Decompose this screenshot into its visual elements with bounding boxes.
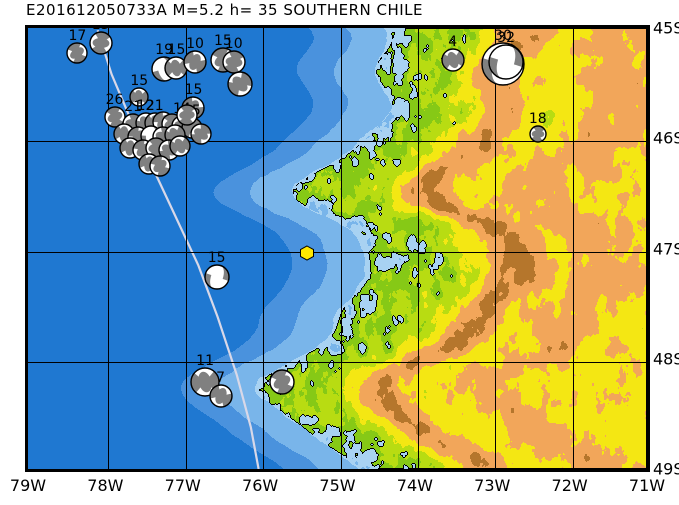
depth-label: 10 [186, 36, 204, 53]
x-tick-label: 73W [474, 476, 511, 495]
focal-mechanism-beachball[interactable] [149, 155, 171, 181]
focal-mechanism-beachball[interactable] [529, 125, 547, 147]
page-title: E201612050733A M=5.2 h= 35 SOUTHERN CHIL… [26, 1, 424, 19]
y-tick-label: 46S [653, 128, 679, 148]
parallel-gridline [28, 251, 647, 253]
parallel-gridline [28, 141, 647, 143]
focal-mechanism-beachball[interactable] [66, 42, 89, 68]
depth-label: 10 [224, 36, 243, 53]
focal-mechanism-beachball[interactable] [176, 104, 198, 130]
meridian-gridline [185, 28, 187, 469]
focal-mechanism-beachball[interactable] [269, 369, 296, 399]
parallel-gridline [28, 361, 647, 363]
depth-label: 32 [497, 30, 515, 47]
depth-label: 15 [207, 250, 226, 267]
y-tick-label: 48S [653, 349, 679, 369]
focal-mechanism-beachball[interactable] [222, 50, 246, 78]
y-tick-label: 49S [653, 459, 679, 479]
focal-mechanism-beachball[interactable] [129, 87, 150, 111]
y-tick-label: 45S [653, 18, 679, 38]
depth-label: 11 [196, 352, 215, 369]
x-tick-label: 71W [628, 476, 666, 495]
meridian-gridline [340, 28, 342, 469]
meridian-gridline [108, 28, 110, 469]
depth-label: 21 [124, 98, 143, 115]
x-tick-label: 74W [396, 476, 433, 495]
focal-mechanism-beachball[interactable] [190, 123, 212, 149]
focal-mechanism-beachball[interactable] [208, 384, 233, 412]
focal-mechanism-beachball[interactable] [164, 55, 189, 84]
focal-mechanism-beachball[interactable] [440, 48, 465, 76]
x-tick-label: 77W [164, 476, 201, 495]
focal-mechanism-beachball[interactable] [227, 71, 253, 101]
x-tick-label: 76W [242, 476, 279, 495]
meridian-gridline [417, 28, 419, 469]
x-tick-label: 78W [87, 476, 124, 495]
depth-label: 26 [105, 92, 124, 109]
meridian-gridline [263, 28, 265, 469]
focal-mechanism-beachball[interactable] [88, 31, 113, 59]
depth-label: 21 [145, 97, 164, 114]
depth-label: 19 [155, 41, 173, 58]
plate-boundary-line [96, 29, 260, 469]
focal-mechanism-beachball[interactable] [203, 264, 230, 294]
depth-label: 17 [68, 28, 87, 45]
depth-label: 18 [528, 110, 547, 127]
focal-mechanism-beachball[interactable] [183, 50, 207, 78]
focal-mechanism-beachball[interactable] [168, 135, 191, 161]
depth-label: 4 [448, 33, 458, 50]
y-tick-label: 47S [653, 239, 679, 258]
focal-mechanism-beachball[interactable] [103, 106, 126, 132]
plate-boundary-overlay [96, 29, 260, 469]
focal-mechanism-beachball[interactable] [488, 44, 524, 84]
meridian-gridline [495, 28, 497, 469]
depth-label: 15 [184, 82, 203, 99]
depth-label: 7 [216, 370, 226, 387]
depth-label: 15 [213, 32, 232, 49]
meridian-gridline [572, 28, 574, 469]
x-tick-label: 79W [9, 476, 47, 495]
depth-label: 15 [91, 25, 110, 34]
depth-label: 15 [130, 73, 149, 90]
x-tick-label: 72W [551, 476, 588, 495]
x-tick-label: 75W [319, 476, 356, 495]
map-plot-area[interactable]: 1715191510151015152621122114154303218151… [25, 25, 650, 472]
depth-label: 30 [494, 28, 512, 45]
epicenter-marker[interactable] [299, 245, 315, 265]
depth-label: 15 [167, 41, 186, 58]
depth-label: 12 [136, 97, 155, 114]
